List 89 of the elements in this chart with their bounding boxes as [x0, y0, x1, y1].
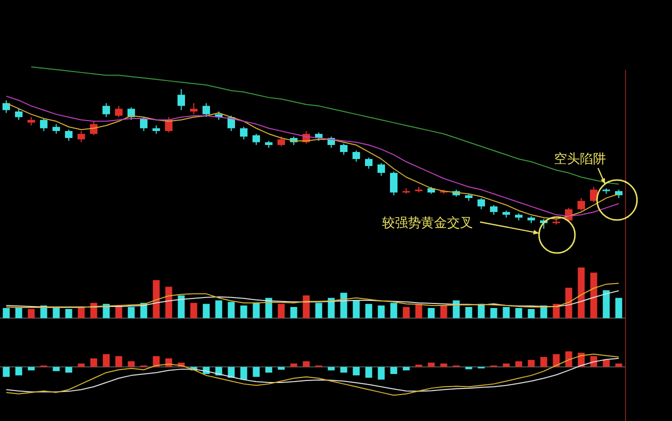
bar	[390, 302, 398, 318]
bar	[602, 360, 610, 367]
candlestick	[128, 106, 135, 120]
candlestick	[178, 88, 185, 111]
bar	[440, 305, 448, 318]
bar	[578, 268, 585, 318]
bar	[402, 306, 410, 318]
candlestick	[190, 102, 198, 115]
bar	[340, 366, 348, 373]
bar	[528, 360, 535, 367]
bar	[90, 358, 98, 367]
bar	[590, 272, 598, 318]
bar	[78, 364, 85, 367]
bar	[278, 366, 285, 370]
bar	[440, 364, 448, 367]
bar	[378, 305, 385, 318]
candlestick	[252, 133, 260, 146]
candlestick	[90, 120, 98, 136]
bar	[515, 361, 522, 367]
candlestick	[52, 124, 60, 134]
bar	[28, 366, 35, 370]
candlestick	[590, 186, 598, 203]
candlestick	[278, 136, 285, 147]
candlestick	[352, 150, 360, 162]
bar	[228, 302, 235, 318]
candlestick	[390, 171, 398, 196]
bar	[265, 366, 272, 373]
candlestick	[115, 105, 122, 118]
candlestick	[15, 108, 22, 120]
candlestick	[478, 198, 485, 210]
bar	[402, 366, 410, 370]
candlestick	[40, 118, 48, 132]
bar	[278, 304, 285, 318]
bar	[390, 366, 398, 374]
bar	[290, 306, 298, 318]
bar	[602, 290, 610, 318]
bar	[65, 308, 72, 318]
bar	[378, 366, 385, 380]
bar	[428, 362, 435, 367]
bar	[28, 308, 35, 318]
bar	[302, 361, 310, 367]
candlestick	[202, 102, 210, 118]
candlestick	[78, 130, 85, 143]
candlestick	[365, 157, 372, 170]
bar	[365, 366, 372, 378]
bar	[252, 366, 260, 377]
bar	[352, 300, 360, 318]
candlestick	[378, 162, 385, 176]
bar	[65, 366, 72, 373]
bar	[528, 308, 535, 318]
bar	[490, 308, 498, 318]
bar	[352, 366, 360, 376]
bar	[128, 306, 135, 318]
bar	[15, 366, 22, 376]
bar	[615, 364, 622, 367]
bar	[102, 354, 110, 367]
candlestick	[340, 143, 348, 156]
bar	[465, 306, 472, 318]
bar	[2, 366, 10, 377]
bar	[328, 366, 335, 370]
bar	[502, 306, 510, 318]
candlestick	[578, 198, 585, 212]
bar	[240, 305, 248, 318]
bar	[540, 356, 548, 367]
annotation: 空头陷阱	[552, 150, 608, 168]
candlestick	[490, 204, 498, 216]
bar	[315, 302, 322, 318]
candlestick	[2, 100, 10, 114]
bar	[252, 302, 260, 318]
candlestick	[240, 126, 248, 140]
bar	[615, 298, 622, 318]
bar	[128, 361, 135, 367]
bar	[152, 280, 160, 318]
bar	[2, 308, 10, 318]
candlestick	[140, 116, 148, 132]
annotation: 较强势黄金交叉	[380, 214, 475, 232]
bar	[190, 302, 198, 318]
bar	[52, 308, 60, 318]
bar	[502, 364, 510, 367]
candlestick	[65, 129, 72, 142]
bar	[240, 366, 248, 380]
candlestick	[102, 102, 110, 118]
bar	[115, 356, 122, 367]
bar	[202, 304, 210, 318]
bar	[215, 300, 222, 318]
bar	[515, 308, 522, 318]
bar	[290, 364, 298, 367]
bar	[365, 304, 372, 318]
bar	[428, 308, 435, 318]
